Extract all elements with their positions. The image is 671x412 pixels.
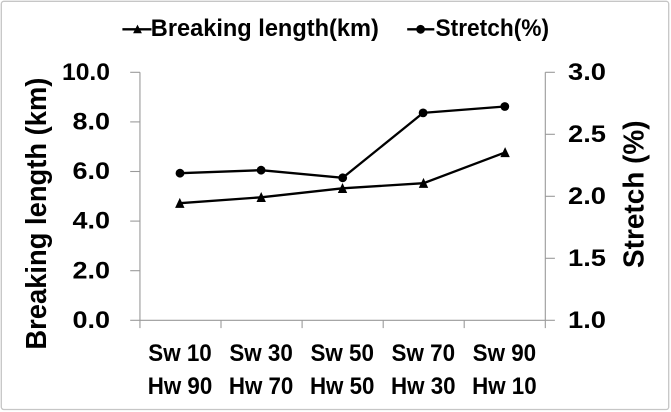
svg-text:Sw 10: Sw 10 bbox=[148, 340, 212, 367]
svg-text:Hw 90: Hw 90 bbox=[148, 373, 213, 400]
svg-text:Sw 90: Sw 90 bbox=[473, 340, 537, 367]
svg-text:2.0: 2.0 bbox=[73, 257, 111, 284]
svg-text:Stretch(%): Stretch(%) bbox=[436, 15, 550, 42]
svg-text:Breaking length(km): Breaking length(km) bbox=[151, 15, 379, 42]
svg-text:0.0: 0.0 bbox=[73, 307, 111, 334]
svg-text:Hw 30: Hw 30 bbox=[391, 373, 456, 400]
svg-text:Sw 50: Sw 50 bbox=[310, 340, 374, 367]
svg-text:Sw 70: Sw 70 bbox=[392, 340, 456, 367]
svg-text:Hw 70: Hw 70 bbox=[229, 373, 294, 400]
svg-text:Sw 30: Sw 30 bbox=[229, 340, 293, 367]
svg-text:6.0: 6.0 bbox=[73, 158, 111, 185]
svg-text:Hw 50: Hw 50 bbox=[310, 373, 375, 400]
svg-text:Breaking length (km): Breaking length (km) bbox=[21, 78, 53, 350]
svg-text:Stretch (%): Stretch (%) bbox=[619, 120, 651, 268]
svg-text:1.5: 1.5 bbox=[568, 245, 606, 272]
svg-text:3.0: 3.0 bbox=[568, 59, 606, 86]
svg-text:4.0: 4.0 bbox=[73, 208, 111, 235]
svg-text:10.0: 10.0 bbox=[62, 59, 110, 86]
svg-text:1.0: 1.0 bbox=[568, 307, 606, 334]
svg-text:2.0: 2.0 bbox=[568, 183, 606, 210]
svg-text:8.0: 8.0 bbox=[73, 109, 111, 136]
svg-text:Hw 10: Hw 10 bbox=[472, 373, 537, 400]
svg-text:2.5: 2.5 bbox=[568, 121, 606, 148]
